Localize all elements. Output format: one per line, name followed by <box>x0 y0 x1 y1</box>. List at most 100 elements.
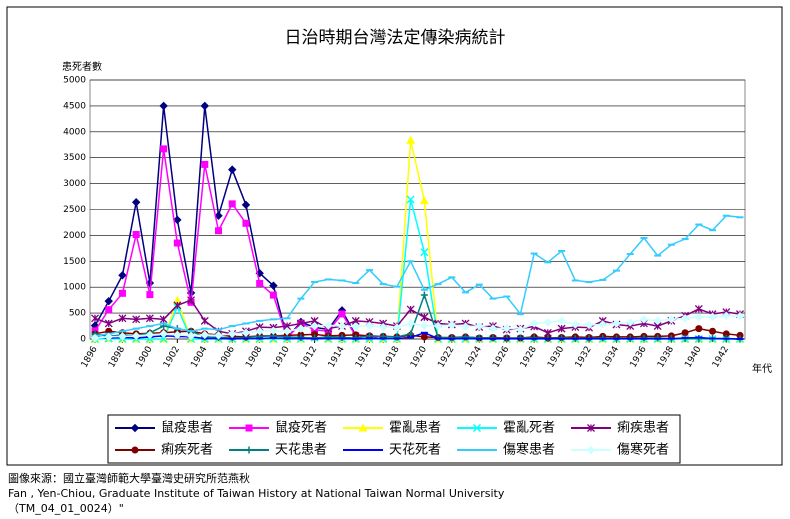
marker <box>173 330 182 340</box>
marker <box>311 330 319 338</box>
marker <box>269 281 278 290</box>
marker-shape <box>145 314 154 323</box>
marker-shape <box>118 314 127 323</box>
y-tick-label: 5000 <box>63 76 86 86</box>
marker <box>420 291 428 299</box>
marker <box>159 315 168 324</box>
marker-shape <box>104 332 113 342</box>
marker <box>200 330 209 340</box>
marker <box>736 331 744 339</box>
marker-shape <box>104 296 113 306</box>
marker-shape <box>297 333 305 341</box>
marker-shape <box>214 331 223 340</box>
marker-shape <box>215 227 223 235</box>
marker-shape <box>378 322 388 332</box>
marker-shape <box>269 291 277 299</box>
marker-shape <box>104 319 113 328</box>
marker <box>228 165 237 174</box>
marker <box>543 318 553 327</box>
marker <box>695 325 703 333</box>
marker <box>420 321 429 330</box>
marker-shape <box>420 291 428 299</box>
marker <box>90 333 100 343</box>
marker-shape <box>172 295 182 304</box>
marker <box>419 196 429 205</box>
marker <box>516 325 525 334</box>
marker-shape <box>90 333 100 343</box>
marker <box>392 323 402 332</box>
marker-shape <box>159 329 168 339</box>
marker <box>694 313 704 322</box>
marker <box>282 327 292 336</box>
marker-shape <box>626 318 635 327</box>
marker-shape <box>200 316 209 325</box>
marker-shape <box>420 248 429 257</box>
marker <box>324 321 333 330</box>
marker <box>215 227 223 235</box>
marker <box>406 135 416 144</box>
marker <box>245 446 253 454</box>
marker-shape <box>557 316 566 326</box>
marker-shape <box>722 311 731 320</box>
marker <box>461 322 470 331</box>
marker-shape <box>132 231 140 239</box>
marker-shape <box>105 306 113 314</box>
legend-label: 傷寒患者 <box>503 442 555 458</box>
marker <box>269 291 277 299</box>
marker <box>378 322 388 332</box>
legend-label: 霍亂死者 <box>503 421 555 436</box>
marker <box>200 101 209 111</box>
marker <box>173 215 182 225</box>
marker-shape <box>296 324 306 333</box>
marker-shape <box>516 325 525 334</box>
y-tick-label: 0 <box>80 335 86 345</box>
marker <box>91 314 99 323</box>
series-line <box>94 148 384 340</box>
marker-shape <box>695 334 703 342</box>
marker <box>667 315 676 324</box>
marker-shape <box>118 271 127 280</box>
marker-shape <box>612 319 621 328</box>
marker-shape <box>736 331 744 339</box>
marker <box>104 332 113 342</box>
marker <box>214 331 223 340</box>
marker <box>681 329 689 337</box>
marker <box>118 271 127 280</box>
y-tick-label: 3000 <box>63 179 86 189</box>
marker-shape <box>241 200 251 210</box>
marker-shape <box>681 329 689 337</box>
marker <box>502 323 511 333</box>
marker-shape <box>447 320 457 330</box>
marker <box>132 231 140 239</box>
marker <box>694 304 703 313</box>
marker <box>201 160 209 168</box>
marker <box>406 319 415 328</box>
marker-shape <box>406 135 416 144</box>
chart-title: 日治時期台灣法定傳染病統計 <box>285 28 506 48</box>
y-tick-label: 1500 <box>63 257 86 267</box>
marker-shape <box>145 330 155 340</box>
marker <box>475 321 484 331</box>
y-tick-label: 4000 <box>63 127 86 137</box>
marker <box>296 324 306 333</box>
marker-shape <box>337 321 347 331</box>
marker-shape <box>475 321 484 331</box>
marker-shape <box>241 328 251 337</box>
marker <box>173 301 182 310</box>
marker <box>407 330 415 338</box>
marker-shape <box>201 160 209 168</box>
marker <box>695 334 703 342</box>
marker-shape <box>365 321 374 330</box>
marker-shape <box>255 327 264 336</box>
source-line: Fan , Yen-Chiou, Graduate Institute of T… <box>8 487 505 500</box>
legend-label: 天花死者 <box>389 442 441 458</box>
marker <box>708 312 717 321</box>
marker-shape <box>118 332 127 341</box>
marker <box>351 322 360 331</box>
marker <box>571 320 580 329</box>
marker <box>584 320 594 330</box>
marker <box>310 321 319 331</box>
marker-shape <box>242 219 250 227</box>
marker <box>186 331 196 341</box>
marker <box>557 324 566 333</box>
